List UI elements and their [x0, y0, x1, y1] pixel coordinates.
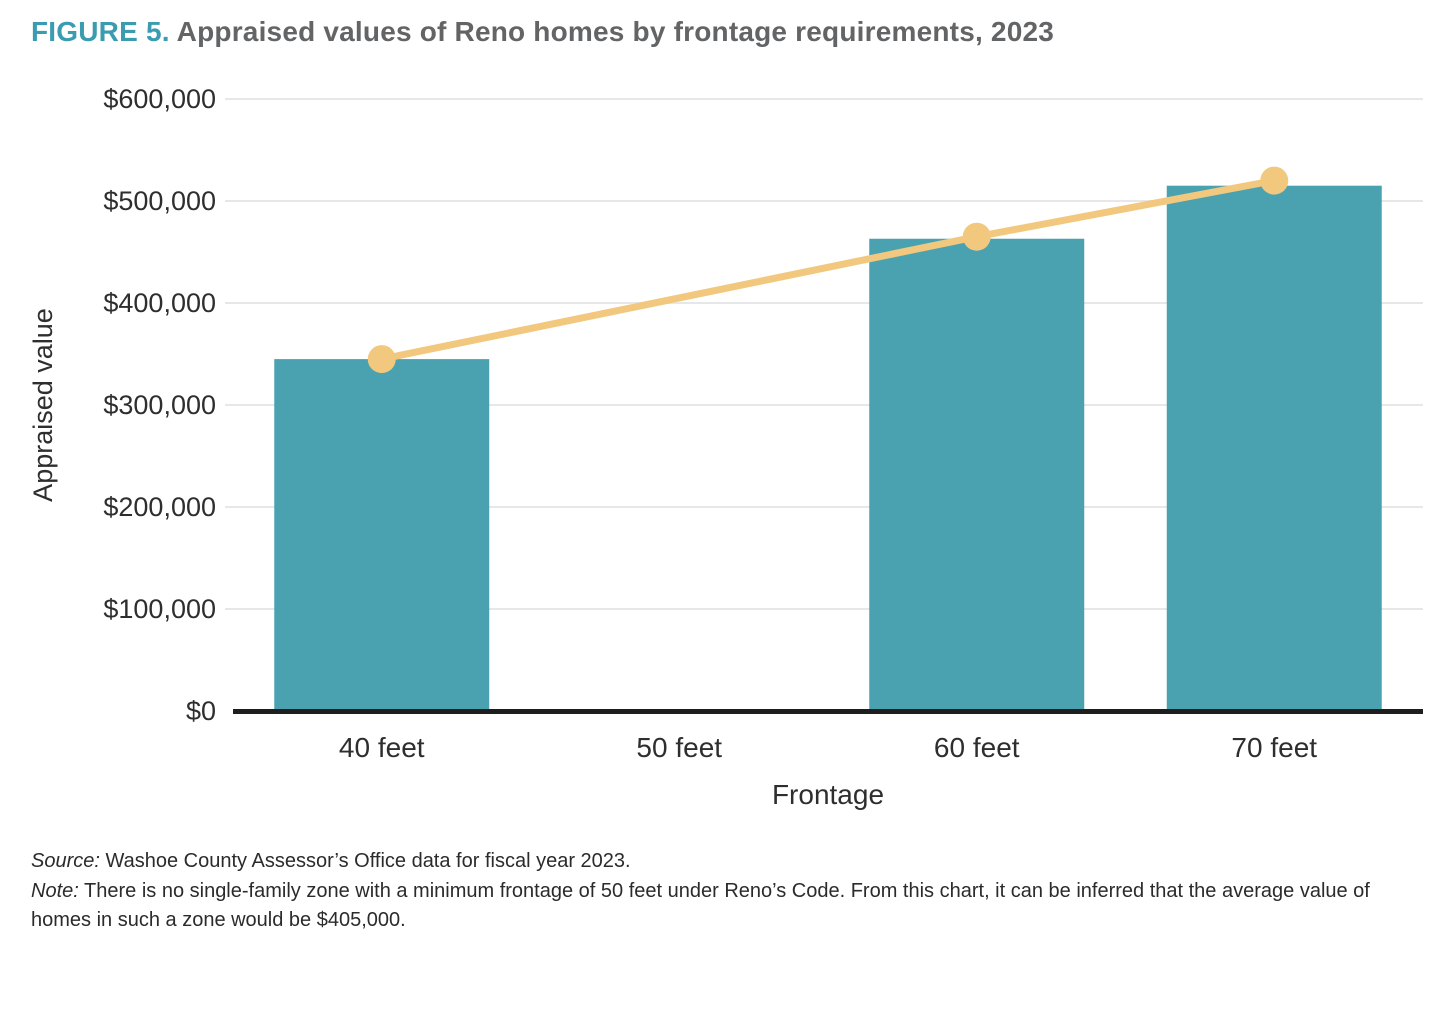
bar-60-feet — [869, 238, 1085, 712]
trend-line — [378, 177, 1278, 363]
y-axis-title: Appraised value — [28, 308, 58, 502]
source-line: Source: Washoe County Assessor’s Office … — [31, 847, 1405, 877]
trend-point — [367, 345, 396, 374]
source-text: Washoe County Assessor’s Office data for… — [105, 850, 631, 872]
trend-point — [962, 222, 991, 251]
note-label: Note: — [31, 879, 79, 902]
figure-heading: FIGURE 5. Appraised values of Reno homes… — [31, 16, 1054, 48]
trend-point — [1260, 166, 1289, 195]
y-tick-label: $600,000 — [103, 84, 216, 114]
y-tick-label: $500,000 — [103, 186, 216, 216]
x-tick-label-70-feet: 70 feet — [1231, 732, 1317, 763]
y-tick-label: $200,000 — [103, 492, 216, 522]
y-tick-label: $100,000 — [103, 594, 216, 624]
y-tick-label: $400,000 — [103, 288, 216, 318]
x-tick-label-60-feet: 60 feet — [934, 732, 1020, 763]
figure-footnotes: Source: Washoe County Assessor’s Office … — [31, 847, 1405, 936]
note-line: Note: There is no single-family zone wit… — [31, 877, 1405, 936]
x-tick-label-50-feet: 50 feet — [636, 732, 722, 763]
x-tick-label-40-feet: 40 feet — [339, 732, 425, 763]
bar-40-feet — [274, 359, 490, 711]
source-label: Source: — [31, 850, 100, 872]
x-axis-title: Frontage — [772, 779, 884, 810]
note-text: There is no single-family zone with a mi… — [31, 879, 1370, 932]
y-tick-label: $300,000 — [103, 390, 216, 420]
y-tick-label: $0 — [186, 696, 216, 726]
figure-title: Appraised values of Reno homes by fronta… — [176, 16, 1055, 47]
bar-70-feet — [1166, 185, 1382, 711]
figure-label: FIGURE 5. — [31, 16, 170, 47]
